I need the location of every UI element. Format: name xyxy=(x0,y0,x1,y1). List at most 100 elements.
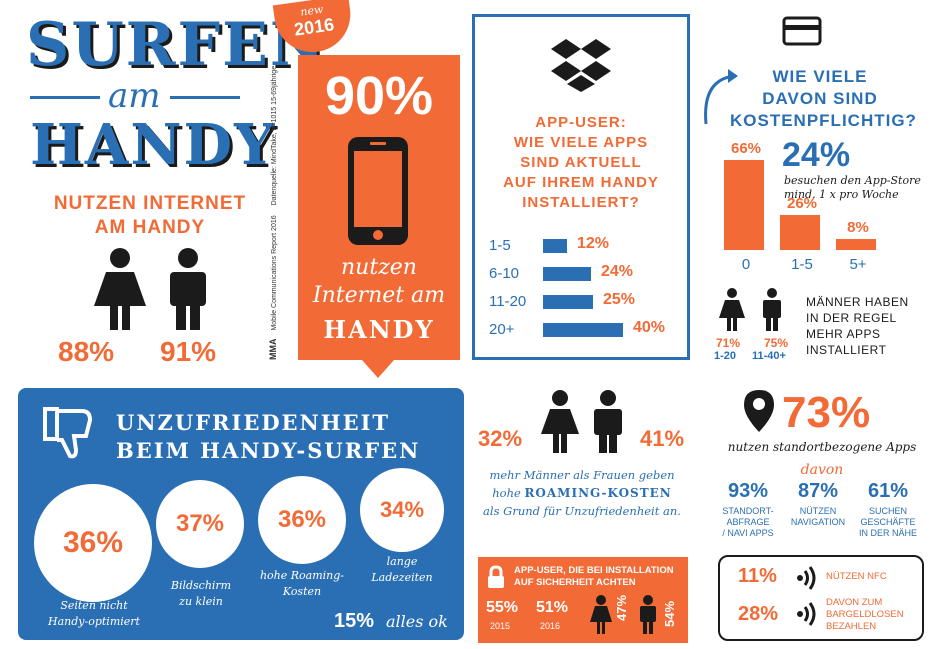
paid-heading-line: DAVON SIND xyxy=(762,89,878,108)
apps-note-line: MÄNNER HABEN xyxy=(806,295,909,309)
store-text: besuchen den App-Store mind. 1 x pro Woc… xyxy=(784,174,921,202)
apps-bar-value: 40% xyxy=(633,319,666,336)
dissatisfaction-label-line: Ladezeiten xyxy=(371,571,433,584)
apps-heading-line: WIE VIELE APPS xyxy=(513,134,649,151)
male-icon xyxy=(640,595,656,634)
security-male-pct: 54% xyxy=(662,600,677,627)
burst-badge: 36% xyxy=(262,480,342,560)
internet-heading-line1: NUTZEN INTERNET xyxy=(53,193,247,214)
location-pct: 73% xyxy=(782,388,871,437)
caption-line2: Internet am xyxy=(312,283,446,308)
apps-bar-value: 12% xyxy=(577,235,610,252)
apps-heading-line: INSTALLIERT? xyxy=(522,194,640,211)
apps-note: MÄNNER HABEN IN DER REGEL MEHR APPS INST… xyxy=(806,294,909,358)
dissatisfaction-panel: UNZUFRIEDENHEIT BEIM HANDY-SURFEN 36% Se… xyxy=(18,388,464,640)
paid-bar xyxy=(836,239,876,250)
pay-text: DAVON ZUM BARGELDLOSEN BEZAHLEN xyxy=(826,597,904,633)
dissatisfaction-heading2: BEIM HANDY-SURFEN xyxy=(116,438,421,463)
dissatisfaction-label: Bildschirm zu klein xyxy=(156,578,246,610)
roaming-text: mehr Männer als Frauen geben hohe ROAMIN… xyxy=(474,466,690,520)
apps-bar-row: 11-20 25% xyxy=(475,289,687,317)
female-icon xyxy=(94,248,146,330)
location-item-label: NÜTZEN NAVIGATION xyxy=(782,506,854,528)
pay-pct: 28% xyxy=(738,603,779,625)
nfc-box: 11% NÜTZEN NFC 28% DAVON ZUM BARGELDLOSE… xyxy=(718,555,924,641)
caption-line1: nutzen xyxy=(341,255,417,280)
caption-line3: HANDY xyxy=(323,315,435,344)
apps-bar-label: 20+ xyxy=(489,321,515,338)
apps-bar-row: 1-5 12% xyxy=(475,233,687,261)
nfc-pct: 11% xyxy=(738,565,777,587)
apps-note-line: IN DER REGEL xyxy=(806,311,897,325)
dissatisfaction-label: hohe Roaming- Kosten xyxy=(252,568,352,600)
arrow-icon xyxy=(704,69,738,125)
title-rule-right xyxy=(170,96,240,99)
security-2015-year: 2015 xyxy=(490,621,511,631)
lock-icon xyxy=(488,565,504,588)
apps-bar xyxy=(543,267,591,281)
internet-usage-panel: 90% nutzen Internet am HANDY xyxy=(298,55,460,378)
security-2015-pct: 55% xyxy=(486,599,519,616)
female-icon xyxy=(590,595,612,634)
location-item-pct: 61% xyxy=(867,480,909,502)
paid-bar xyxy=(724,160,764,250)
paid-bar-chart: 66% 0 26% 1-5 8% 5+ xyxy=(718,140,888,276)
apps-heading-line: APP-USER: xyxy=(535,114,627,131)
location-item-label-line: ABFRAGE xyxy=(726,517,770,527)
paid-bar-label: 5+ xyxy=(849,256,867,273)
nfc-icon xyxy=(797,566,816,590)
roaming-text-line3: als Grund für Unzufriedenheit an. xyxy=(483,504,681,518)
pay-text-line: BEZAHLEN xyxy=(826,621,877,632)
location-item-label-line: STANDORT- xyxy=(722,506,774,516)
store-text-line2: mind. 1 x pro Woche xyxy=(784,188,899,201)
security-2016-year: 2016 xyxy=(540,621,561,631)
location-item-label-line: SUCHEN xyxy=(868,506,907,516)
big-pct: 90% xyxy=(324,66,434,126)
dissatisfaction-label: Seiten nicht Handy-optimiert xyxy=(34,598,154,630)
male-roaming-pct: 41% xyxy=(640,426,685,451)
female-apps-pct: 71% xyxy=(716,336,741,350)
location-item-label: SUCHEN GESCHÄFTE IN DER NÄHE xyxy=(852,506,924,539)
dissatisfaction-label-line: hohe Roaming- xyxy=(259,569,345,582)
paid-bar xyxy=(780,215,820,250)
title-rule-left xyxy=(30,96,100,99)
burst-badge: 34% xyxy=(364,472,440,548)
apps-bar-list: 1-5 12% 6-10 24% 11-20 25% 20+ 40% xyxy=(475,233,687,345)
apps-note-line: MEHR APPS xyxy=(806,327,881,341)
female-icon xyxy=(541,390,579,453)
dissatisfaction-label-line: Kosten xyxy=(282,585,322,598)
roaming-text-emph: ROAMING-KOSTEN xyxy=(524,486,672,500)
apps-bar-value: 25% xyxy=(603,291,636,308)
ok-text: alles ok xyxy=(386,612,448,631)
paid-bar-label: 1-5 xyxy=(791,256,813,273)
paid-bar-value: 26% xyxy=(786,195,818,212)
apps-heading-line: AUF IHREM HANDY xyxy=(503,174,659,191)
apps-bar-label: 11-20 xyxy=(489,293,527,310)
apps-installed-box: APP-USER: WIE VIELE APPS SIND AKTUELL AU… xyxy=(472,14,690,360)
security-heading-line: AUF SICHERHEIT ACHTEN xyxy=(514,577,636,588)
male-icon xyxy=(763,288,781,331)
credit-card-icon xyxy=(782,16,822,46)
paid-bar-label: 0 xyxy=(741,256,751,273)
store-text-line1: besuchen den App-Store xyxy=(784,174,921,187)
burst-badge: 37% xyxy=(160,484,240,564)
roaming-text-line1: mehr Männer als Frauen geben xyxy=(489,468,675,482)
paid-bar-value: 66% xyxy=(730,140,762,157)
internet-heading-line2: AM HANDY xyxy=(94,217,206,238)
male-apps-range: 11-40+ xyxy=(752,350,786,362)
dissatisfaction-label-line: Bildschirm xyxy=(170,579,232,592)
source-note-data: Datenquelle: MindTake, n=1015 15-69jähri… xyxy=(271,65,278,206)
dissatisfaction-label-line: zu klein xyxy=(179,595,223,608)
dissatisfaction-label-line: Handy-optimiert xyxy=(48,615,140,628)
apps-bar-row: 20+ 40% xyxy=(475,317,687,345)
location-item-label-line: NAVIGATION xyxy=(790,517,846,527)
female-internet-pct: 88% xyxy=(58,336,115,367)
security-heading: APP-USER, DIE BEI INSTALLATION AUF SICHE… xyxy=(514,565,674,589)
ok-pct: 15% xyxy=(334,610,375,632)
location-pin-icon xyxy=(744,390,774,432)
dissatisfaction-label: lange Ladezeiten xyxy=(356,554,448,586)
location-item-label-line: / NAVI APPS xyxy=(722,528,774,538)
source-note: MMA Mobile Communications Report 2016 Da… xyxy=(268,66,278,360)
male-icon xyxy=(170,248,206,330)
security-female-pct: 47% xyxy=(614,594,629,621)
